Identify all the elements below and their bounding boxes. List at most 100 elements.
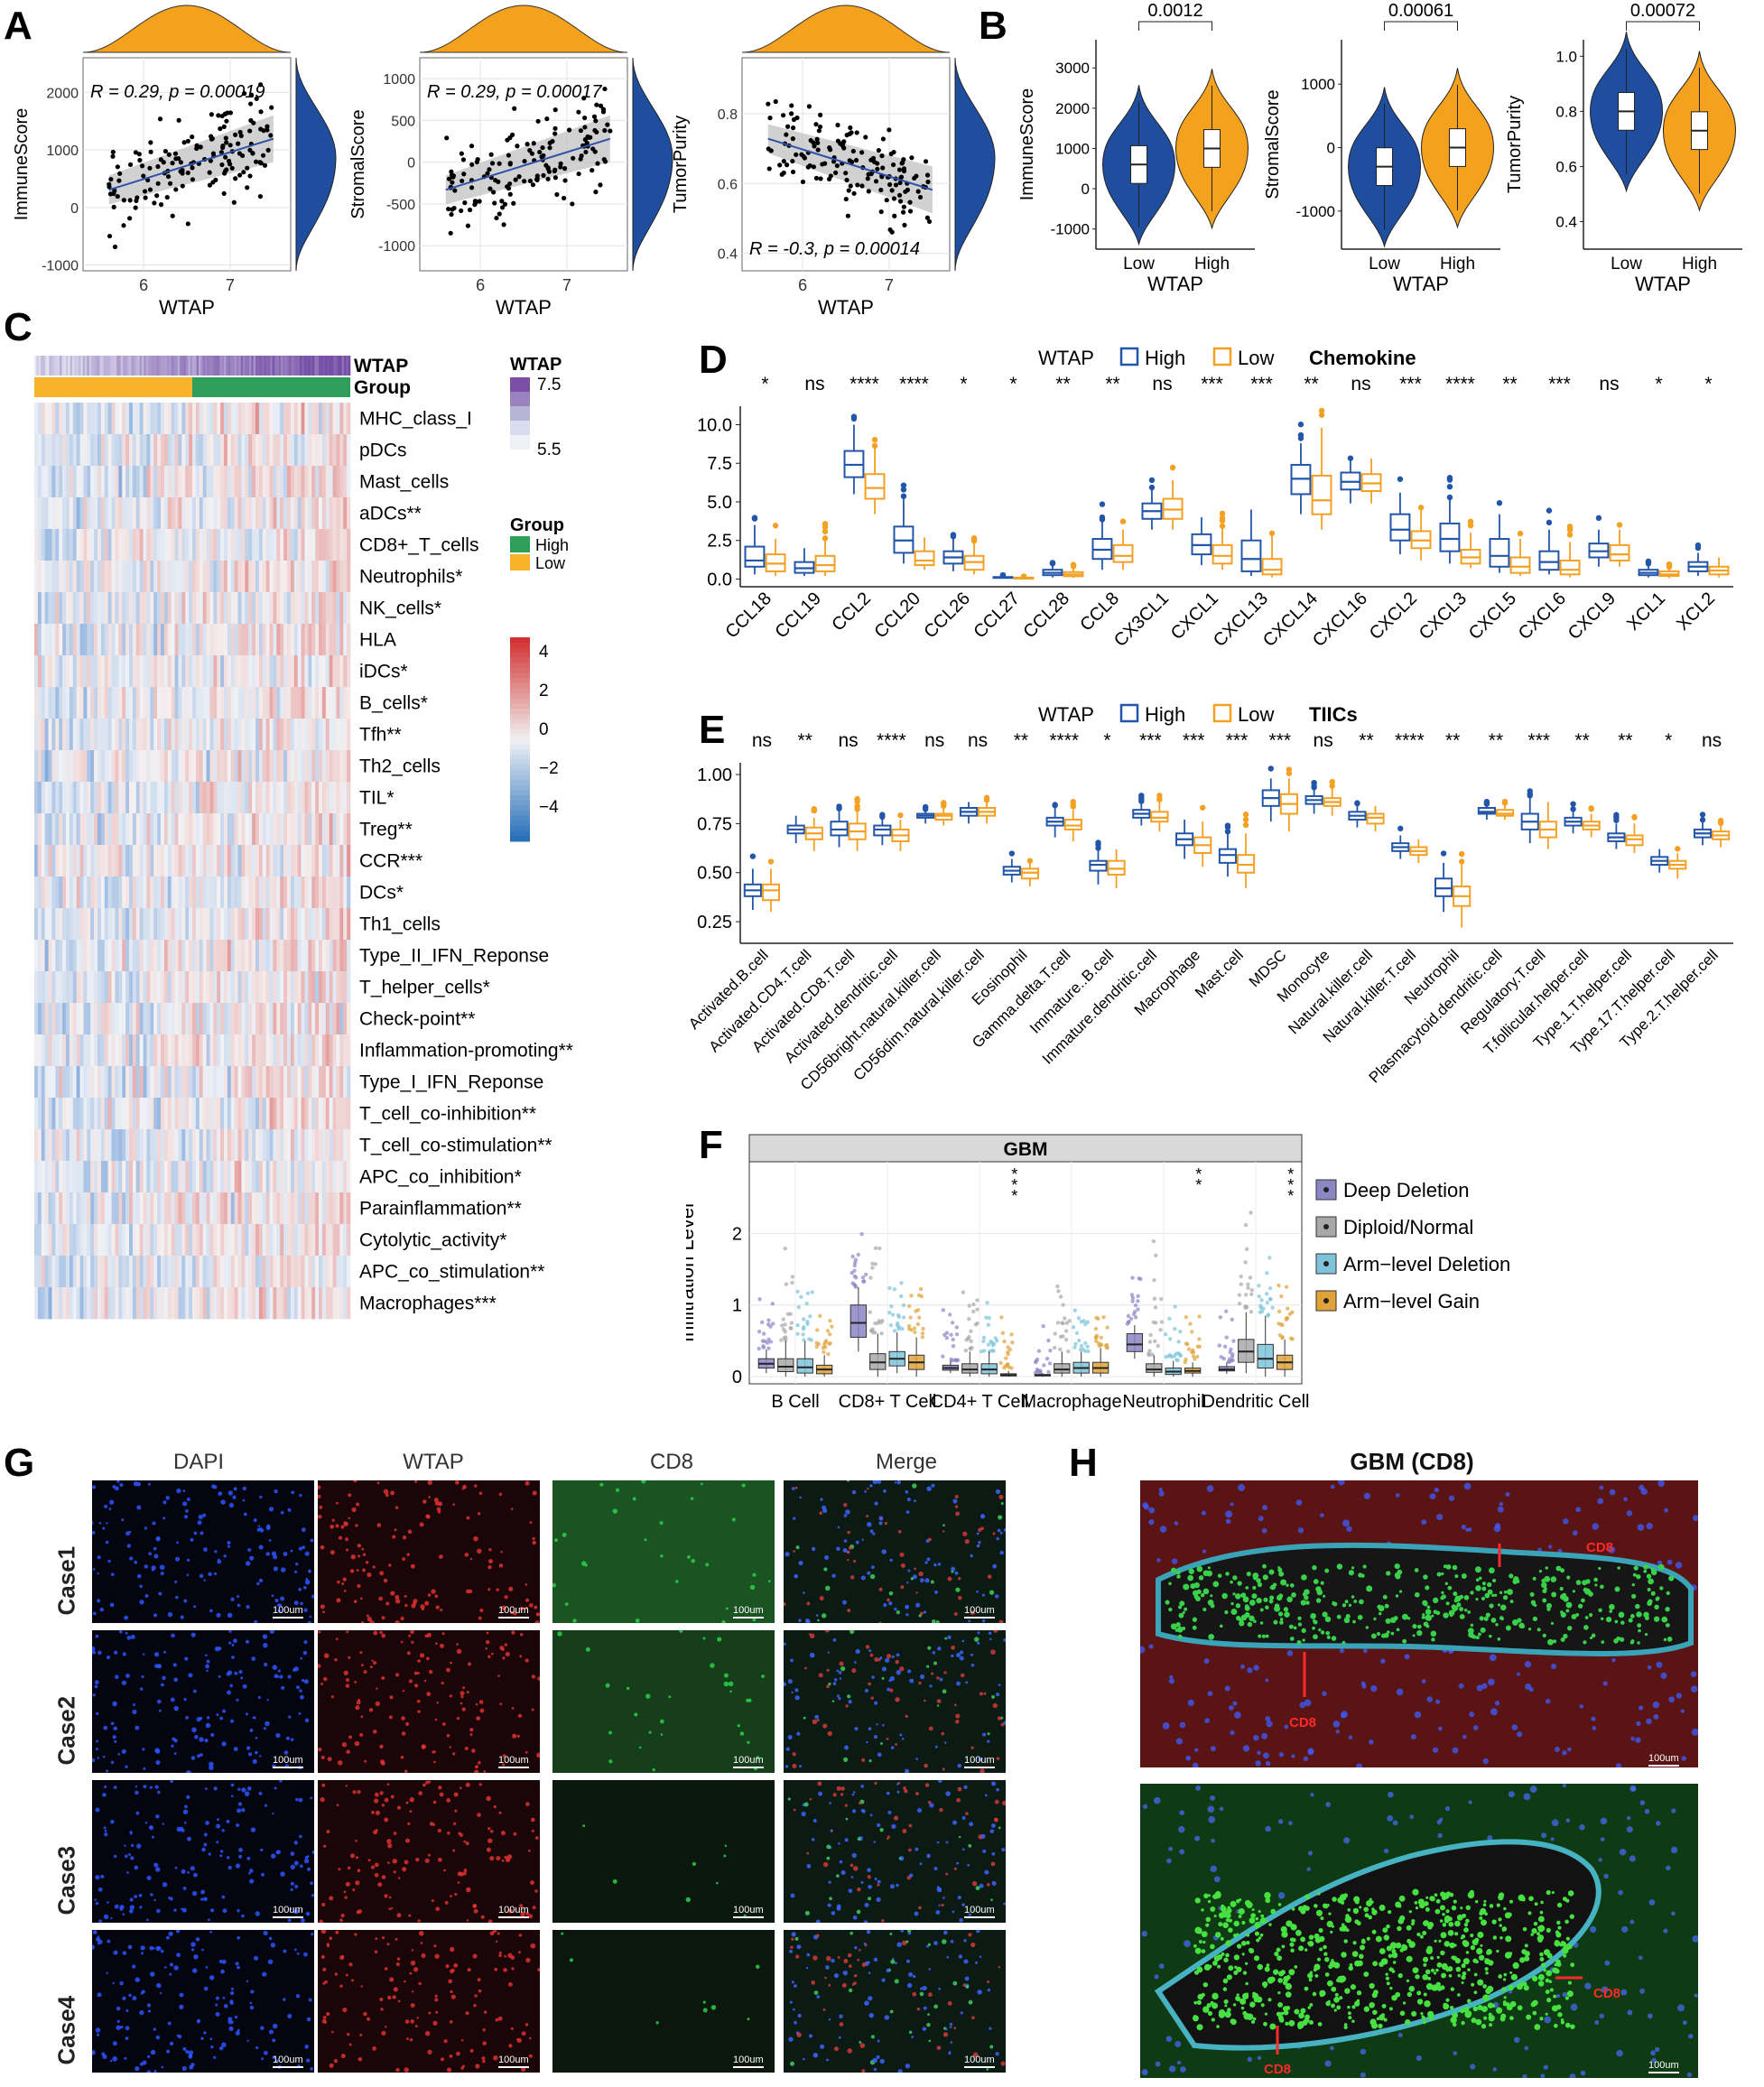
p-value: 0.0012	[1147, 1, 1202, 21]
cell-nucleus	[211, 1484, 216, 1489]
heatmap-cell	[107, 687, 112, 719]
heatmap-cell	[178, 592, 182, 625]
heatmap-cell	[293, 1224, 298, 1257]
outlier	[1049, 560, 1056, 566]
wtap-cell	[120, 356, 124, 376]
heatmap-cell	[100, 1256, 106, 1288]
jitter-point	[1197, 1314, 1202, 1319]
heatmap-cell	[189, 434, 193, 467]
heatmap-cell	[258, 750, 264, 783]
heatmap-cell	[308, 1003, 312, 1035]
heatmap-cell	[329, 845, 333, 877]
jitter-point	[1280, 1335, 1285, 1340]
x-tick-label: 7	[562, 276, 571, 294]
scatter-point	[880, 165, 886, 171]
heatmap-cell	[62, 655, 67, 688]
category-label: CXCL14	[1259, 589, 1322, 651]
heatmap-cell	[48, 1161, 52, 1193]
scatter-point	[529, 151, 535, 156]
jitter-point	[1151, 1238, 1156, 1244]
heatmap-cell	[329, 1066, 333, 1099]
heatmap-cell	[178, 782, 182, 814]
heatmap-cell	[255, 687, 260, 719]
cell-nucleus	[93, 1611, 97, 1616]
heatmap-cell	[97, 940, 102, 972]
heatmap-cell	[319, 1161, 323, 1193]
heatmap-cell	[174, 497, 179, 530]
heatmap-cell	[100, 655, 106, 688]
cell-nucleus	[361, 1547, 365, 1551]
heatmap-cell	[224, 1224, 228, 1257]
heatmap-cell	[192, 466, 197, 498]
legend-scale-swatch	[510, 724, 530, 730]
y-tick-label: 2000	[46, 86, 79, 101]
scatter-point	[450, 180, 455, 185]
heatmap-cell	[48, 1003, 52, 1035]
heatmap-cell	[125, 529, 130, 561]
heatmap-cell	[301, 1161, 305, 1193]
heatmap-cell	[329, 561, 333, 593]
heatmap-cell	[332, 403, 337, 435]
heatmap-cell	[220, 1192, 225, 1225]
jitter-point	[1259, 1298, 1264, 1303]
heatmap-cell	[171, 624, 175, 656]
heatmap-cell	[167, 497, 172, 530]
heatmap-cell	[283, 971, 288, 1004]
legend-low-swatch	[1212, 703, 1232, 723]
heatmap-cell	[319, 877, 323, 909]
heatmap-cell	[262, 1129, 266, 1162]
jitter-point	[1178, 1330, 1183, 1334]
heatmap-cell	[308, 434, 312, 467]
heatmap-cell	[325, 845, 330, 877]
jitter-point	[1159, 1320, 1165, 1324]
heatmap-cell	[143, 1256, 147, 1288]
heatmap-cell	[129, 466, 134, 498]
regression-line	[445, 137, 611, 191]
heatmap-cell	[265, 1129, 270, 1162]
jitter-point	[1072, 1308, 1077, 1312]
heatmap-cell	[227, 1192, 232, 1225]
heatmap-cell	[255, 877, 260, 909]
heatmap-cell	[66, 1066, 70, 1099]
heatmap-cell	[41, 940, 45, 972]
heatmap-cell	[37, 687, 42, 719]
jitter-point	[821, 1345, 826, 1350]
legend-group-high-swatch	[510, 536, 530, 552]
heatmap-cell	[66, 561, 70, 593]
scatter-point	[233, 176, 238, 181]
jitter-point	[1052, 1345, 1057, 1350]
heatmap-cell	[224, 908, 228, 941]
heatmap-cell	[287, 1003, 292, 1035]
heatmap-cell	[59, 624, 63, 656]
legend-scale-swatch	[510, 709, 530, 715]
cell-nucleus	[815, 1614, 819, 1617]
cell-nucleus	[424, 1600, 430, 1606]
jitter-point	[1076, 1316, 1082, 1321]
wtap-cell	[205, 356, 208, 376]
heatmap-cell	[51, 1034, 56, 1067]
jitter-point	[889, 1303, 894, 1309]
heatmap-cell	[206, 687, 210, 719]
heatmap-cell	[199, 434, 203, 467]
heatmap-cell	[125, 813, 130, 846]
heatmap-cell	[59, 434, 63, 467]
heatmap-cell	[72, 529, 77, 561]
significance-label: ns	[968, 730, 988, 751]
heatmap-cell	[115, 1003, 119, 1035]
heatmap-cell	[273, 466, 277, 498]
heatmap-cell	[167, 1098, 172, 1130]
heatmap-cell	[213, 940, 218, 972]
jitter-point	[1267, 1256, 1272, 1260]
heatmap-cell	[213, 1192, 218, 1225]
heatmap-cell	[150, 1287, 154, 1320]
scatter-point	[843, 171, 849, 176]
cell-nucleus	[394, 1528, 397, 1532]
heatmap-cell	[262, 1098, 266, 1130]
heatmap-cell	[237, 845, 242, 877]
heatmap-cell	[66, 1098, 70, 1130]
jitter-point	[1136, 1299, 1140, 1303]
heatmap-cell	[339, 1003, 344, 1035]
jitter-point	[1266, 1312, 1271, 1317]
heatmap-cell	[311, 845, 316, 877]
